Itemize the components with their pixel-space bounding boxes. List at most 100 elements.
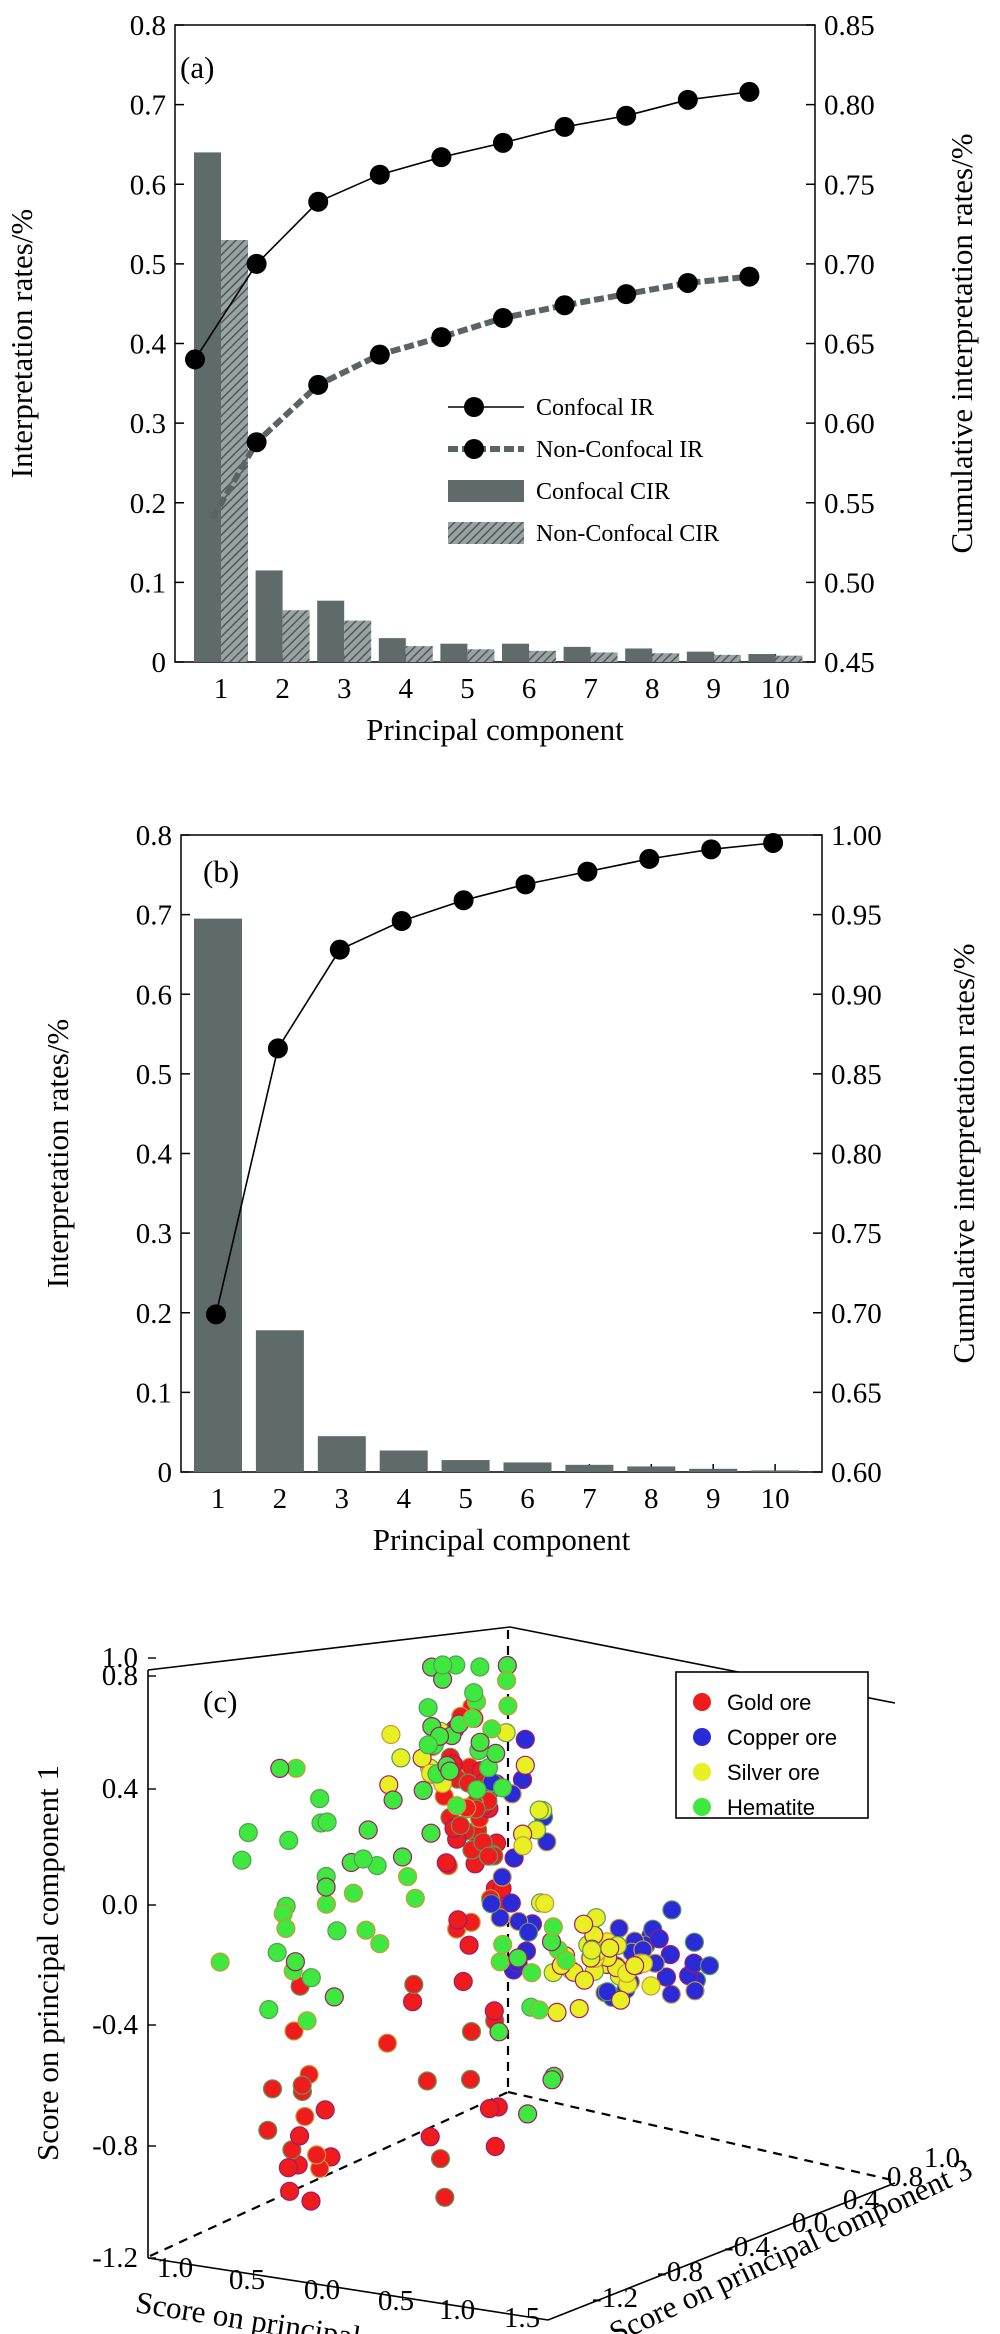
chart-a-ytick-right-label: 0.85	[824, 10, 875, 42]
chart-c-xtick-label: 1.0	[439, 2294, 475, 2326]
chart-b-line-cir-point	[206, 1304, 226, 1325]
chart-b-ytick-left-label: 0.6	[136, 979, 172, 1011]
chart-c-ytick-label: -0.4	[724, 2231, 770, 2263]
point-silver-ore	[610, 1990, 631, 2010]
point-copper-ore	[515, 1729, 535, 1749]
point-silver-ore	[547, 2002, 567, 2022]
point-hematite	[433, 1655, 453, 1675]
chart-a-bar-nonconfocal-cir	[344, 620, 372, 662]
legend-hematite-marker	[693, 1798, 711, 1816]
chart-a-line-nonconfocal-ir-point	[739, 266, 760, 287]
chart-c-xtick-label: 0.0	[304, 2274, 340, 2306]
chart-b-line-cir-point	[515, 874, 536, 895]
chart-c-top-edge	[147, 1626, 511, 1671]
chart-a-line-confocal-ir-point	[308, 191, 329, 212]
point-hematite	[418, 1735, 438, 1755]
chart-b-xlabel: Principal component	[373, 1522, 631, 1557]
legend-hematite-label: Hematite	[727, 1795, 815, 1820]
point-copper-ore	[518, 1922, 539, 1942]
chart-b-xtick-label: 5	[458, 1483, 473, 1515]
point-gold-ore	[377, 2033, 397, 2053]
point-hematite	[482, 1719, 502, 1739]
chart-a-xtick-label: 2	[275, 673, 290, 705]
chart-b-ylabel-left: Interpretation rates/%	[40, 1019, 75, 1288]
point-hematite	[210, 1952, 230, 1972]
point-hematite	[232, 1850, 252, 1870]
point-silver-ore	[600, 1938, 620, 1958]
point-hematite	[405, 1888, 425, 1908]
chart-a-ytick-right-label: 0.75	[824, 169, 875, 201]
legend-silver-ore-label: Silver ore	[727, 1760, 820, 1785]
legend-copper-ore-label: Copper ore	[727, 1725, 837, 1750]
chart-a-ytick-right-label: 0.45	[824, 647, 875, 679]
chart-a-plot-frame	[174, 24, 816, 663]
point-hematite	[276, 1918, 296, 1938]
chart-b-xtick-label: 8	[644, 1483, 659, 1515]
chart-c-legend: Gold ore Copper ore Silver ore Hematite	[675, 1671, 869, 1820]
chart-b-line-cir-point	[391, 910, 412, 931]
chart-c-ytick-label: 0.0	[792, 2207, 828, 2239]
chart-b-bar-ir	[627, 1466, 676, 1472]
chart-b-ytick-left-label: 0.3	[136, 1218, 172, 1250]
chart-c-x-axis	[147, 2257, 549, 2321]
chart-a-bar-confocal-cir	[502, 643, 529, 662]
point-hematite	[297, 2011, 317, 2031]
chart-a-ytick-right-label: 0.70	[824, 249, 875, 281]
chart-a-bar-nonconfocal-cir	[775, 655, 803, 662]
chart-a-line-confocal-ir-point	[739, 81, 760, 102]
point-copper-ore	[501, 1893, 521, 1913]
point-hematite	[383, 1790, 403, 1810]
point-gold-ore	[278, 2158, 298, 2178]
chart-a-line-confocal-ir-point	[677, 89, 698, 110]
chart-a-bar-nonconfocal-cir	[652, 653, 680, 662]
point-hematite	[522, 1963, 542, 1983]
chart-a-line-nonconfocal-ir-point	[431, 327, 452, 348]
chart-a-xtick-label: 7	[583, 673, 598, 705]
point-copper-ore	[684, 1932, 705, 1952]
chart-a-xtick-label: 10	[761, 673, 790, 705]
point-hematite	[440, 1761, 460, 1781]
chart-b-bar-ir	[689, 1468, 738, 1472]
point-gold-ore	[404, 1974, 424, 1994]
chart-c-zlabel: Score on principal component 1	[30, 1765, 65, 2161]
point-silver-ore	[573, 1914, 594, 1934]
legend-non-confocal-ir-label: Non-Confocal IR	[536, 437, 703, 463]
chart-a-bar-nonconfocal-cir	[590, 652, 618, 662]
point-copper-ore	[490, 1908, 510, 1928]
chart-b-ylabel-right: Cumulative interpretation rates/%	[946, 943, 981, 1363]
chart-c-ytick-label: 1.0	[924, 2142, 960, 2174]
chart-c-panel-label: (c)	[203, 1684, 237, 1719]
chart-a-line-confocal-ir	[194, 91, 750, 360]
point-gold-ore	[485, 2136, 505, 2157]
chart-b-bar-ir	[379, 1450, 428, 1472]
point-silver-ore	[641, 1976, 661, 1996]
point-silver-ore	[381, 1724, 401, 1745]
chart-b-xtick-label: 4	[396, 1483, 411, 1515]
point-gold-ore	[435, 2187, 455, 2207]
point-hematite	[462, 1708, 482, 1729]
point-gold-ore	[307, 2145, 327, 2165]
point-silver-ore	[529, 1800, 549, 1820]
chart-a-ytick-right-label: 0.55	[824, 488, 875, 520]
point-hematite	[327, 1921, 347, 1941]
point-hematite	[543, 1917, 563, 1937]
point-hematite	[413, 1780, 433, 1801]
point-hematite	[467, 1780, 487, 1800]
chart-b-xtick-label: 10	[761, 1483, 790, 1515]
point-gold-ore	[448, 1910, 468, 1930]
point-hematite	[267, 1942, 287, 1963]
point-hematite	[358, 1820, 378, 1840]
point-hematite	[343, 1883, 363, 1903]
legend-non-confocal-cir-swatch	[448, 522, 524, 544]
chart-c-ytick-label: -0.8	[657, 2256, 703, 2288]
chart-c-xtick-label: 1.0	[157, 2252, 193, 2284]
chart-c-ytick-label: -1.2	[592, 2282, 638, 2314]
chart-b-ytick-right-label: 0.65	[831, 1377, 882, 1409]
chart-c-xtick-label: 1.5	[504, 2302, 540, 2334]
chart-a-ytick-right-label: 0.80	[824, 90, 875, 122]
point-gold-ore	[262, 2079, 283, 2099]
chart-b-bar-ir	[503, 1462, 552, 1472]
point-hematite	[470, 1657, 490, 1677]
chart-b-ytick-left-label: 0.8	[136, 820, 172, 852]
point-copper-ore	[656, 1967, 677, 1987]
